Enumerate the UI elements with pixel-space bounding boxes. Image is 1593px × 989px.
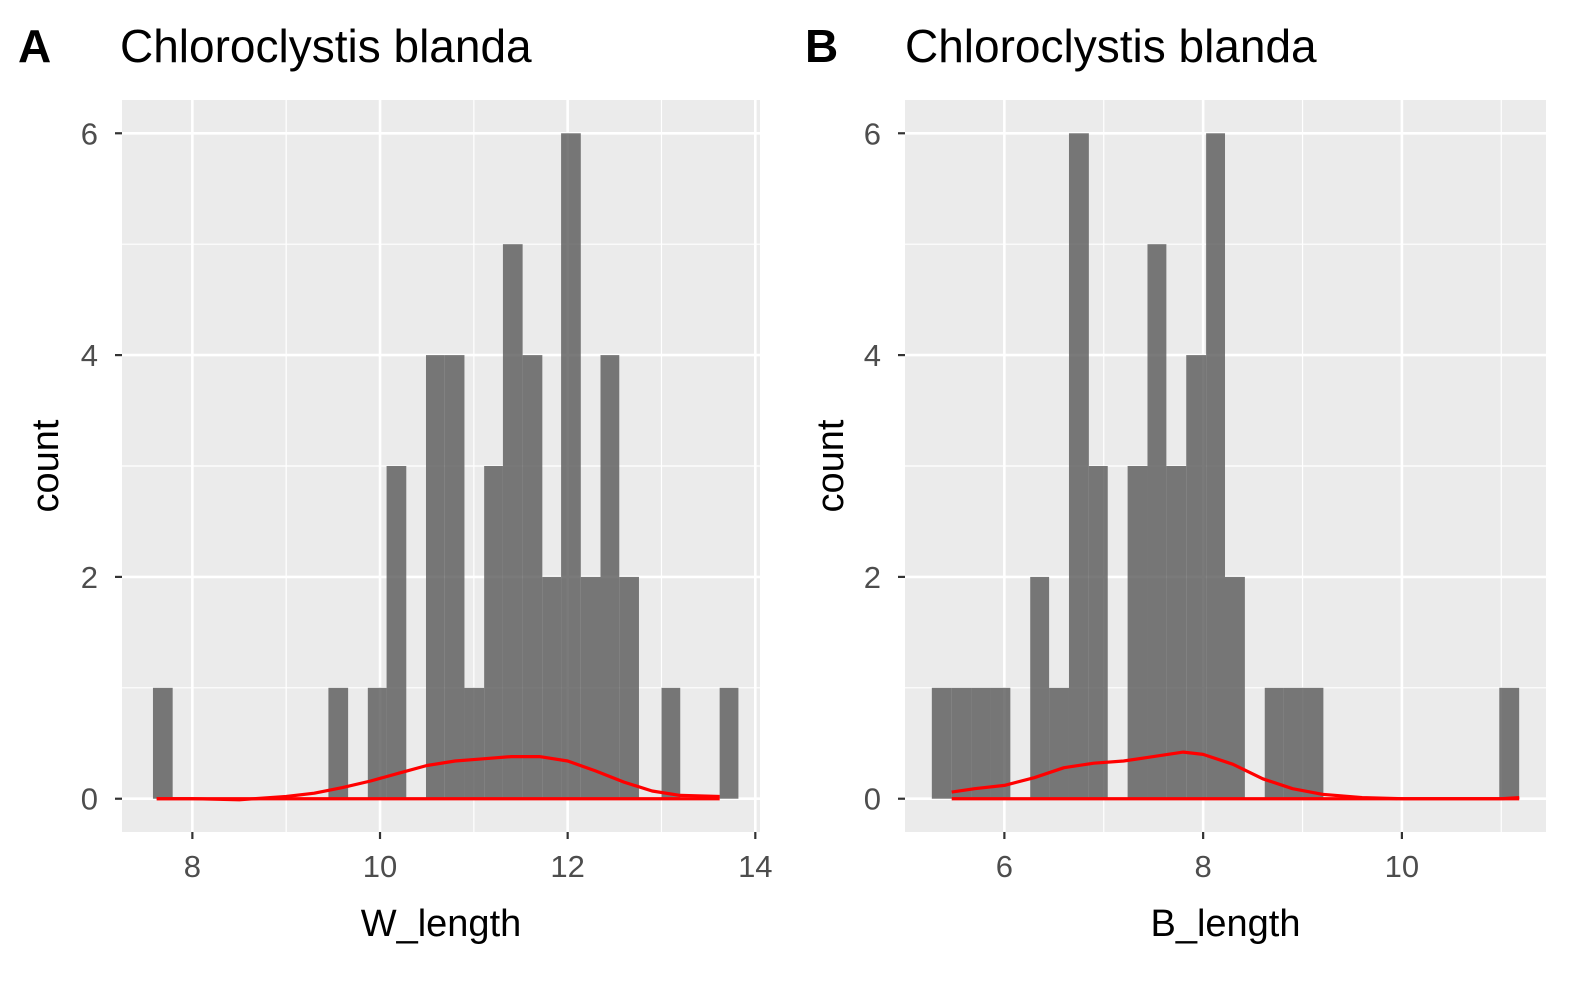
x-axis-title: W_length	[361, 903, 522, 945]
histogram-bar	[1225, 576, 1245, 799]
density-curve	[156, 755, 720, 802]
y-tick-label: 0	[864, 782, 881, 817]
histogram-bar	[951, 687, 972, 799]
y-tick-label: 2	[864, 560, 881, 595]
histogram-bar	[1127, 466, 1148, 799]
histogram-bar	[1283, 687, 1304, 799]
histogram-bar	[561, 133, 581, 799]
panel-b: B Chloroclystis blanda 0 2 4 6 6 8 10 B_length cou…	[805, 20, 1546, 945]
x-tick-label: 10	[1385, 849, 1419, 884]
histogram-bar	[1264, 687, 1284, 799]
histogram-bar	[931, 687, 952, 799]
histogram-bar	[1068, 133, 1089, 799]
histogram-bar	[1030, 576, 1050, 799]
histogram-bar	[661, 687, 681, 799]
y-axis-title: count	[810, 419, 852, 512]
histogram-bar	[1303, 687, 1324, 799]
histogram-bar	[1186, 355, 1207, 799]
histogram-bar	[367, 687, 387, 799]
histogram-bar	[1147, 244, 1167, 799]
x-tick-label: 12	[550, 849, 584, 884]
histogram-bar	[1049, 687, 1069, 799]
y-tick-label: 4	[81, 338, 98, 373]
y-tick-label: 6	[864, 116, 881, 151]
panel-a: A Chloroclystis blanda 0 2 4 6 8 10 12 14 W_length…	[18, 20, 773, 945]
histogram-bar	[425, 355, 445, 799]
histogram-bar	[484, 466, 503, 799]
histogram-bar	[328, 687, 349, 799]
histogram-bar	[542, 576, 562, 799]
histogram-bar	[464, 687, 485, 799]
y-tick-label: 4	[864, 338, 881, 373]
y-tick-label: 6	[81, 116, 98, 151]
histogram-bar	[522, 355, 543, 799]
histogram-bar	[600, 355, 620, 799]
histogram-bar	[971, 687, 991, 799]
x-tick-label: 8	[184, 849, 201, 884]
histogram-bar	[990, 687, 1011, 799]
x-tick-label: 6	[996, 849, 1013, 884]
histogram-bar	[386, 466, 407, 799]
x-axis-title: B_length	[1150, 903, 1300, 945]
histogram-bar	[1206, 133, 1226, 799]
histogram-bar	[1166, 466, 1187, 799]
y-tick-label: 2	[81, 560, 98, 595]
y-axis-title: count	[25, 419, 67, 512]
histogram-bar	[719, 687, 739, 799]
x-tick-label: 10	[363, 849, 397, 884]
histogram-bar	[1088, 466, 1108, 799]
histogram-bar	[444, 355, 465, 799]
panel-title: Chloroclystis blanda	[905, 20, 1317, 72]
panel-tag: B	[805, 20, 838, 72]
panel-tag: A	[18, 20, 51, 72]
histogram-bar	[580, 576, 601, 799]
y-tick-label: 0	[81, 782, 98, 817]
x-tick-label: 8	[1195, 849, 1212, 884]
histogram-bar	[1499, 687, 1520, 799]
x-tick-label: 14	[738, 849, 772, 884]
histogram-bar	[152, 687, 173, 799]
panel-title: Chloroclystis blanda	[120, 20, 532, 72]
histogram-bar	[619, 576, 639, 799]
histogram-bar	[502, 244, 523, 799]
